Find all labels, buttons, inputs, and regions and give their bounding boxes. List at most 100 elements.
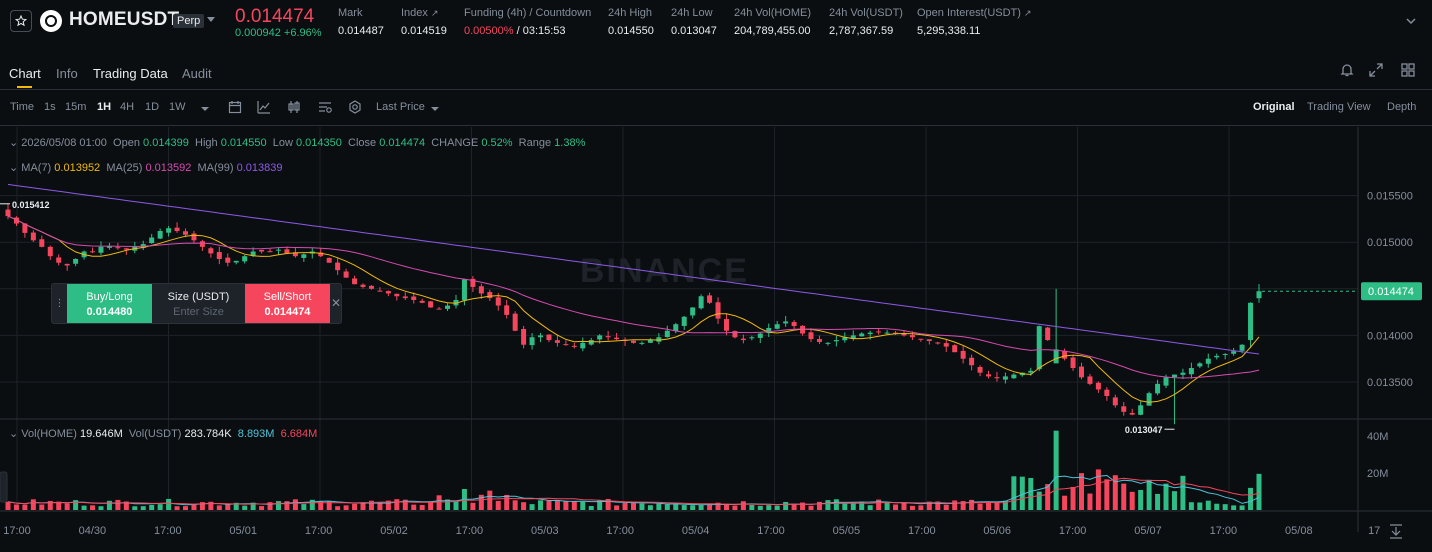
volume-bar [783, 501, 789, 510]
volume-bar [1163, 483, 1169, 510]
candle-body [1248, 302, 1254, 341]
volume-bar [774, 505, 780, 510]
stat-open-interest[interactable]: Open Interest(USDT) ↗ 5,295,338.11 [917, 7, 1032, 37]
volume-bar [605, 498, 611, 510]
interval-1s[interactable]: 1s [44, 101, 56, 113]
drag-handle-icon[interactable]: ⋮ [54, 298, 65, 309]
volume-bar [1011, 476, 1017, 510]
external-link-icon: ↗ [430, 8, 439, 18]
candle-type-icon[interactable] [287, 100, 301, 114]
volume-bar [30, 499, 36, 510]
volume-bar [385, 500, 391, 510]
tab-chart[interactable]: Chart [9, 66, 41, 81]
chevron-down-icon[interactable] [1405, 15, 1417, 27]
interval-1h[interactable]: 1H [97, 101, 112, 113]
legend-collapse-chevron-icon[interactable]: ⌄ [9, 162, 19, 174]
layout-grid-icon[interactable] [1400, 62, 1416, 78]
stat-index[interactable]: Index ↗ 0.014519 [401, 7, 447, 37]
stat-mark: Mark 0.014487 [338, 7, 384, 37]
candle-body [453, 299, 459, 306]
size-input[interactable]: Size (USDT) Enter Size [167, 291, 230, 318]
candle-body [98, 246, 104, 253]
volume-bar [428, 501, 434, 510]
high-marker-label: 0.015412 [12, 200, 50, 210]
interval-1d[interactable]: 1D [145, 101, 160, 113]
volume-bar [664, 504, 670, 510]
candle-body [1112, 397, 1118, 406]
interval-4h[interactable]: 4H [120, 101, 135, 113]
legend-collapse-chevron-icon[interactable]: ⌄ [9, 137, 19, 149]
volume-bar [876, 499, 882, 510]
candle-body [1104, 389, 1110, 396]
view-trading-view[interactable]: Trading View [1307, 101, 1371, 113]
volume-bar [538, 500, 544, 510]
indicator-chart-icon[interactable] [257, 100, 271, 114]
close-icon[interactable]: ✕ [331, 296, 342, 310]
interval-dropdown-caret-icon[interactable] [198, 102, 212, 116]
binance-watermark: BINANCE [580, 252, 749, 290]
sell-short-button[interactable]: Sell/Short 0.014474 [245, 284, 330, 323]
chart-settings-icon[interactable] [318, 100, 332, 114]
volume-bar [512, 500, 518, 510]
buy-long-button[interactable]: Buy/Long 0.014480 [67, 284, 152, 323]
tab-trading-data[interactable]: Trading Data [93, 66, 168, 81]
candle-body [504, 305, 510, 315]
candle-body [605, 336, 611, 338]
bell-icon[interactable] [1339, 62, 1355, 78]
volume-bar [233, 502, 239, 510]
volume-axis-tick-label: 40M [1367, 431, 1388, 443]
left-panel-handle[interactable] [0, 471, 8, 503]
volume-bar [977, 503, 983, 510]
interval-15m[interactable]: 15m [65, 101, 87, 113]
price-type-caret-icon[interactable] [428, 102, 442, 116]
candle-body [1214, 355, 1220, 358]
candle-body [681, 316, 687, 326]
candle-body [445, 305, 451, 309]
ma7-line [7, 215, 1260, 403]
volume-bar [1078, 473, 1084, 510]
time-axis-label: 05/02 [380, 525, 408, 537]
calendar-icon[interactable] [228, 100, 242, 114]
candle-body [774, 324, 780, 329]
tab-audit[interactable]: Audit [182, 66, 212, 81]
symbol-name[interactable]: HOMEUSDT [69, 9, 180, 30]
volume-bar [5, 501, 11, 510]
time-axis-label: 17:00 [456, 525, 484, 537]
candle-body [47, 246, 53, 257]
volume-bar [1231, 505, 1237, 510]
y-axis-tick-label: 0.015000 [1367, 237, 1413, 249]
candle-body [343, 271, 349, 278]
expand-icon[interactable] [1368, 62, 1384, 78]
stat-24h-vol-home: 24h Vol(HOME) 204,789,455.00 [734, 7, 812, 37]
favorite-star-icon[interactable] [10, 10, 32, 32]
gear-icon[interactable] [348, 100, 362, 114]
tab-info[interactable]: Info [56, 66, 78, 81]
candle-body [529, 337, 535, 346]
candle-body [673, 324, 679, 332]
interval-time[interactable]: Time [10, 101, 35, 113]
legend-collapse-chevron-icon[interactable]: ⌄ [9, 428, 19, 440]
candle-body [935, 342, 941, 344]
view-depth[interactable]: Depth [1387, 101, 1417, 113]
volume-bar [647, 505, 653, 510]
volume-bar [732, 505, 738, 510]
price-chart[interactable]: 0.0155000.0150000.0145000.0140000.013500… [0, 127, 1432, 552]
interval-1w[interactable]: 1W [169, 101, 186, 113]
volume-bar [690, 505, 696, 510]
candle-body [1146, 393, 1152, 406]
volume-bar [292, 499, 298, 510]
time-axis-label: 17:00 [1059, 525, 1087, 537]
volume-bar [1129, 491, 1135, 510]
candle-body [664, 330, 670, 338]
candle-body [521, 328, 527, 345]
symbol-caret-down-icon[interactable] [207, 17, 215, 22]
candle-body [360, 284, 366, 287]
candle-body [487, 292, 493, 299]
candle-body [1231, 351, 1237, 354]
candle-body [1087, 376, 1093, 384]
view-original[interactable]: Original [1253, 101, 1295, 113]
volume-bar [495, 500, 501, 510]
scroll-to-latest-icon[interactable] [1390, 524, 1402, 539]
price-type-select[interactable]: Last Price [376, 101, 425, 113]
external-link-icon: ↗ [1023, 8, 1032, 18]
